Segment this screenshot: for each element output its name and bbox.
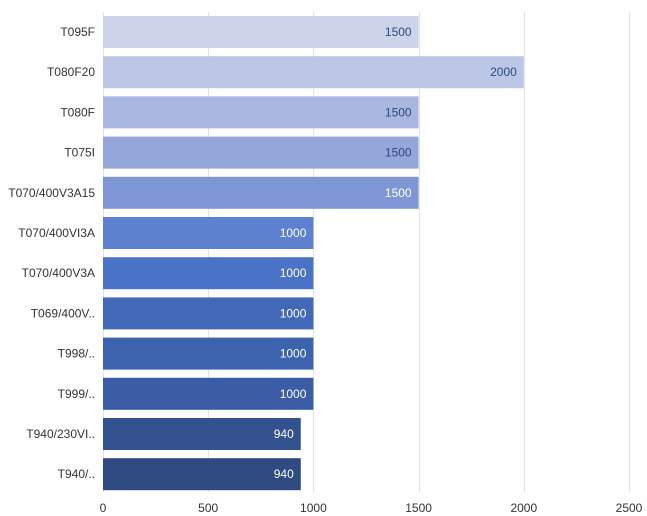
category-label: T070/400V3A15 [8,186,95,200]
value-label: 2000 [490,65,517,79]
category-label: T080F20 [47,65,95,79]
bar [103,337,314,370]
bar [103,418,301,450]
x-tick-label: 1000 [300,501,327,515]
bar [103,56,524,89]
bar [103,176,419,209]
category-label: T940/230VI.. [26,427,95,441]
value-label: 1500 [385,146,412,160]
category-label: T070/400V3A [22,266,95,280]
category-label: T070/400VI3A [18,226,95,240]
bar [103,257,314,290]
category-label: T999/.. [58,387,95,401]
bar [103,136,419,169]
value-label: 1000 [280,306,307,320]
x-tick-label: 0 [100,501,107,515]
bar [103,96,419,129]
category-label: T998/.. [58,347,95,361]
value-label: 1000 [280,387,307,401]
bar [103,297,314,330]
category-label: T095F [60,25,95,39]
value-label: 1500 [385,25,412,39]
category-label: T940/.. [58,467,95,481]
x-tick-label: 500 [198,501,218,515]
category-label: T069/400V.. [31,306,95,320]
category-label: T080F [60,105,95,119]
value-label: 940 [274,427,294,441]
category-label: T075I [64,146,95,160]
bar [103,458,301,491]
value-label: 1000 [280,347,307,361]
value-label: 1500 [385,105,412,119]
value-label: 940 [274,467,294,481]
value-label: 1500 [385,186,412,200]
x-tick-label: 2000 [510,501,537,515]
x-tick-label: 2500 [616,501,643,515]
bar [103,217,314,249]
bar [103,16,419,48]
value-label: 1000 [280,266,307,280]
bar [103,377,314,410]
x-tick-label: 1500 [405,501,432,515]
value-label: 1000 [280,226,307,240]
